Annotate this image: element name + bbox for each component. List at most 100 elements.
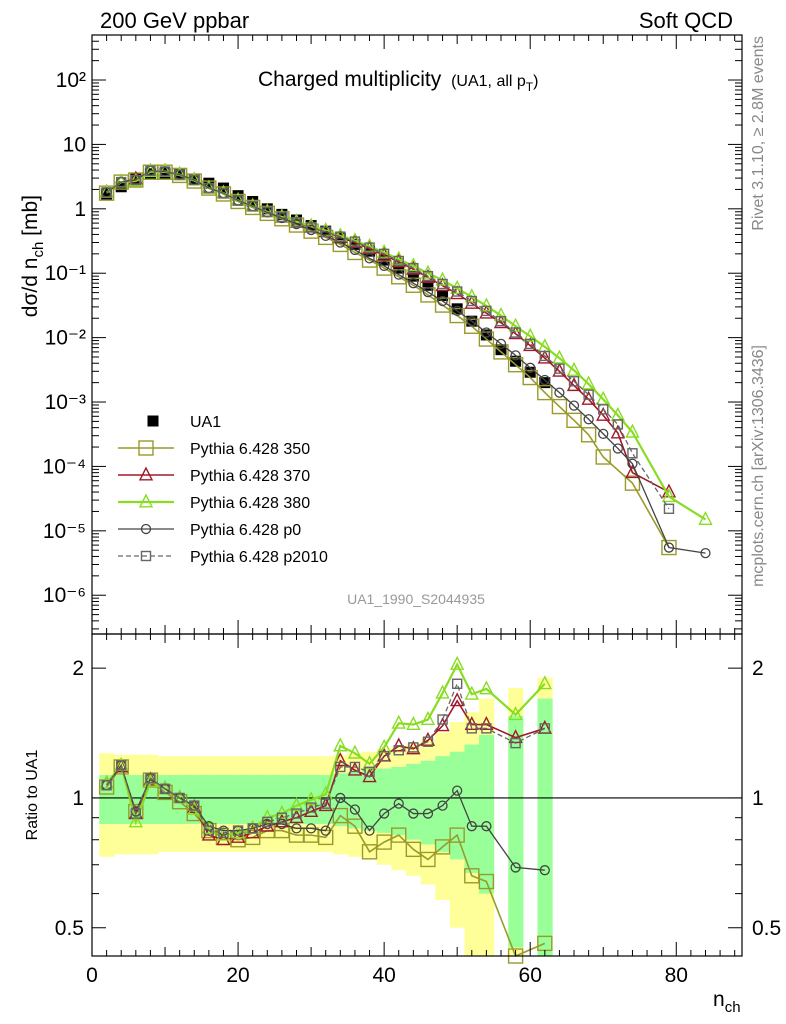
data-point — [566, 361, 582, 376]
y-tick-label: 10⁻³ — [45, 391, 86, 414]
data-point — [349, 236, 361, 247]
ratio-point — [347, 761, 363, 776]
ratio-point — [289, 797, 304, 812]
chart-title: Charged multiplicity (UA1, all pT) — [258, 68, 538, 94]
data-point — [189, 174, 200, 186]
data-point — [408, 262, 419, 274]
data-point — [493, 307, 509, 322]
ratio-point — [230, 828, 246, 843]
x-tick-label: 80 — [665, 964, 688, 987]
ratio-point — [364, 766, 375, 777]
ratio-point — [420, 731, 436, 746]
data-point — [378, 248, 390, 260]
ratio-point — [481, 723, 492, 734]
ratio-point — [361, 844, 378, 860]
ratio-point — [437, 800, 448, 811]
ratio-point — [145, 773, 156, 784]
data-point — [566, 377, 582, 392]
ratio-point — [203, 825, 215, 836]
y-tick-label: 10⁻¹ — [45, 262, 86, 285]
ratio-point — [347, 818, 363, 834]
data-point — [523, 327, 538, 342]
ratio-point — [260, 809, 275, 824]
data-point — [508, 317, 523, 332]
data-point — [393, 255, 404, 267]
data-point — [624, 475, 641, 491]
green-band-segment — [391, 766, 407, 836]
green-band-segment — [449, 751, 465, 860]
green-band-segment — [201, 775, 217, 825]
legend-label: UA1 — [190, 414, 221, 431]
main-y-axis-label: dσ/d nch [mb] — [19, 195, 47, 317]
y-tick-label: 0.5 — [55, 917, 84, 940]
data-point — [174, 169, 185, 180]
data-point — [262, 206, 273, 217]
data-point — [218, 187, 229, 199]
data-point — [552, 362, 567, 377]
ratio-point — [437, 714, 448, 725]
data-point — [437, 295, 448, 307]
data-point — [452, 305, 463, 317]
data-point — [464, 288, 479, 303]
data-point — [437, 290, 449, 302]
data-point — [495, 338, 507, 350]
ratio-point — [335, 761, 346, 773]
data-point — [552, 349, 567, 364]
data-point — [554, 387, 565, 398]
data-point — [480, 329, 492, 341]
ratio-point — [320, 825, 331, 836]
legend-marker — [140, 523, 152, 535]
y-tick-label-right: 0.5 — [752, 917, 781, 940]
data-point — [539, 350, 551, 362]
data-point — [595, 449, 611, 465]
data-point — [261, 203, 273, 215]
ratio-point — [393, 798, 404, 809]
ratio-point — [274, 805, 290, 820]
data-point — [583, 414, 594, 425]
ratio-point — [435, 684, 450, 699]
data-point — [479, 304, 494, 319]
ratio-point — [464, 685, 479, 700]
data-point — [466, 316, 477, 327]
legend-marker — [147, 415, 159, 427]
data-point — [508, 325, 523, 340]
data-point — [493, 314, 509, 329]
ratio-point — [201, 826, 216, 841]
ratio-point — [291, 808, 302, 819]
data-point — [437, 278, 448, 290]
data-point — [525, 338, 536, 350]
ratio-point — [481, 821, 492, 832]
legend-entry: Pythia 6.428 p0 — [118, 522, 301, 539]
series-pythia-6-428-p2010 — [101, 165, 675, 514]
ratio-point — [422, 808, 434, 819]
data-point — [625, 423, 640, 438]
data-point — [510, 327, 521, 338]
y-tick-label: 10² — [56, 69, 86, 92]
data-point — [393, 269, 404, 280]
green-band-segment — [435, 756, 451, 852]
ratio-point — [218, 827, 229, 839]
ratio-point — [408, 808, 419, 819]
data-point — [376, 243, 392, 258]
data-point — [291, 216, 302, 228]
data-point — [364, 253, 375, 264]
green-band-segment — [406, 763, 422, 840]
ratio-point — [347, 744, 363, 759]
ratio-point — [303, 802, 319, 818]
ratio-point — [510, 862, 521, 873]
data-point — [539, 377, 551, 389]
legend-entry: Pythia 6.428 350 — [118, 440, 310, 458]
ratio-point — [391, 827, 407, 843]
ratio-point — [230, 824, 246, 839]
green-band-segment — [376, 768, 392, 833]
ratio-point — [508, 706, 523, 721]
green-band-segment — [230, 775, 246, 825]
data-point — [320, 226, 331, 237]
ratio-point — [289, 809, 304, 824]
data-point — [493, 344, 509, 360]
data-point — [406, 257, 421, 272]
ratio-point — [335, 792, 346, 804]
data-point — [407, 270, 419, 282]
data-point — [203, 182, 215, 194]
data-point — [661, 488, 677, 503]
